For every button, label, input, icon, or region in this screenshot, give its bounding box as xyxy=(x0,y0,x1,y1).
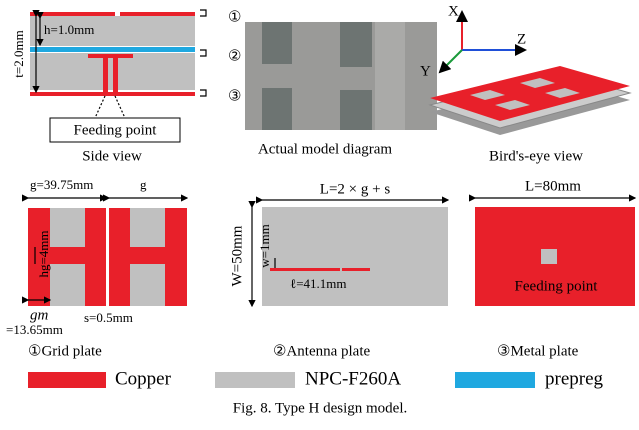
axis-label: Y xyxy=(420,63,431,79)
axis-label: X xyxy=(448,3,459,19)
caption: Side view xyxy=(82,148,142,164)
dim-label: ℓ=41.1mm xyxy=(290,276,347,291)
dim-label: hg=4mm xyxy=(36,230,51,277)
legend-label: Copper xyxy=(115,368,172,389)
axis-label: Z xyxy=(517,31,526,47)
dim-label: L=80mm xyxy=(525,178,581,194)
dim-label: =13.65mm xyxy=(6,322,63,337)
birds-eye: X Y Z Bird's-eye view xyxy=(420,3,630,164)
dim-label: W=50mm xyxy=(229,225,245,286)
legend-label: prepreg xyxy=(545,368,604,389)
legend: Copper NPC-F260A prepreg xyxy=(28,368,604,389)
marker: ③ xyxy=(228,88,241,104)
dim-label: s=0.5mm xyxy=(84,310,133,325)
antenna-plate: L=2 × g + s W=50mm w=1mm ℓ=41.1mm ②Anten… xyxy=(229,181,448,359)
marker: ① xyxy=(228,9,241,25)
metal-plate: L=80mm Feeding point ③Metal plate xyxy=(475,178,635,359)
legend-label: NPC-F260A xyxy=(305,368,401,389)
caption: Actual model diagram xyxy=(258,141,392,157)
caption: Bird's-eye view xyxy=(489,148,583,164)
caption: ③Metal plate xyxy=(497,343,579,359)
dim-label: g=39.75mm xyxy=(30,177,93,192)
dim-label: w=1mm xyxy=(257,224,272,267)
h-label: h=1.0mm xyxy=(44,22,94,37)
caption: ②Antenna plate xyxy=(273,343,371,359)
figure-caption: Fig. 8. Type H design model. xyxy=(233,400,408,416)
figure: h=1.0mm t=2.0mm ① ② ③ Feeding point Side… xyxy=(0,0,639,430)
marker: ② xyxy=(228,48,241,64)
photo: Actual model diagram xyxy=(245,22,437,157)
caption: ①Grid plate xyxy=(28,343,102,359)
dim-label: L=2 × g + s xyxy=(320,181,391,197)
feed-label: Feeding point xyxy=(74,122,158,138)
feed-label: Feeding point xyxy=(515,278,599,294)
grid-plate: g=39.75mm g hg=4mm gm =13.65mm s=0.5mm ①… xyxy=(6,177,187,359)
side-view: h=1.0mm t=2.0mm ① ② ③ Feeding point Side… xyxy=(11,9,241,164)
dim-label: g xyxy=(140,177,147,192)
t-label: t=2.0mm xyxy=(11,30,26,77)
